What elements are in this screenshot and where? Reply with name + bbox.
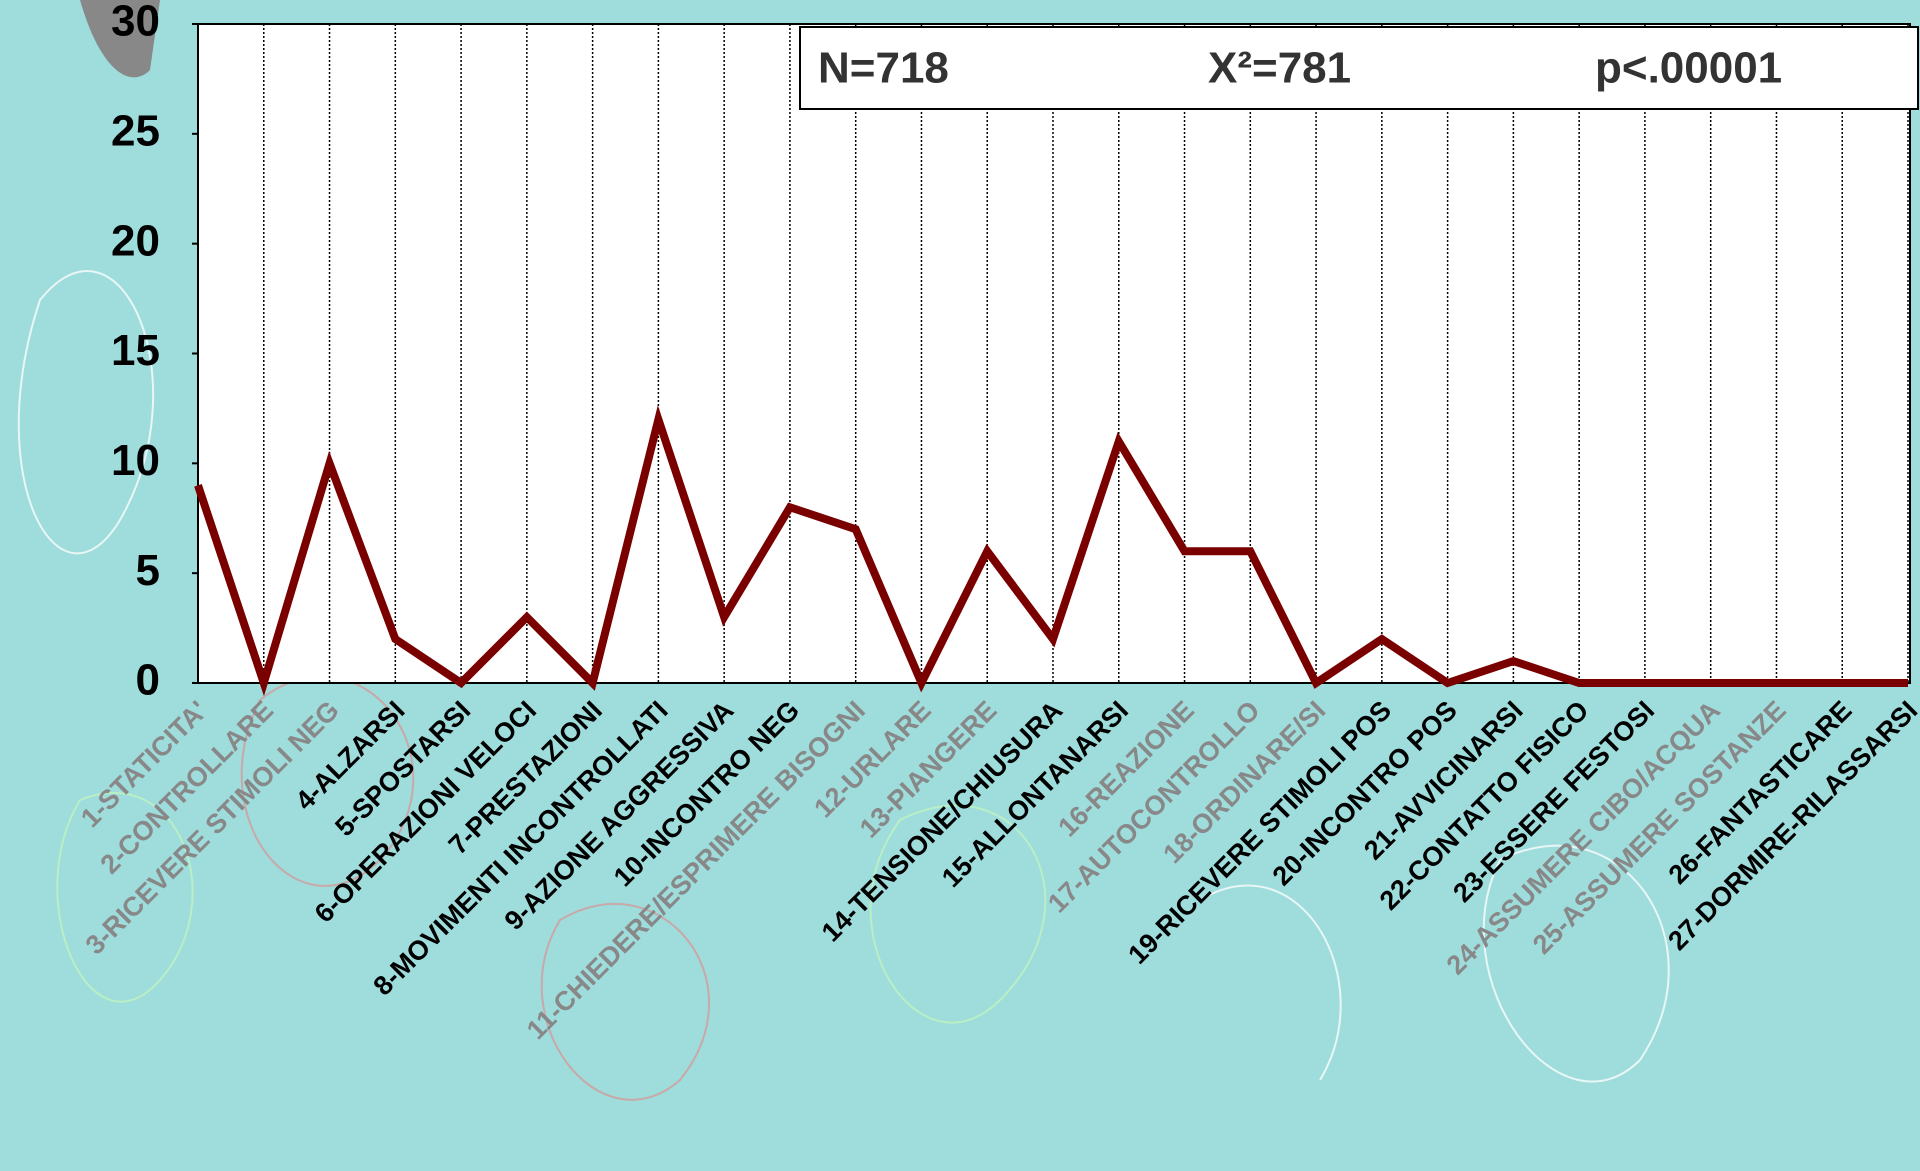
- decoration-blob: [80, 0, 160, 78]
- y-tick-label: 30: [111, 0, 160, 46]
- y-tick-label: 0: [136, 656, 160, 705]
- y-tick-label: 10: [111, 436, 160, 485]
- annotation: X²=781: [1208, 44, 1351, 93]
- data-line: [194, 405, 1908, 697]
- annotation: p<.00001: [1595, 44, 1782, 93]
- y-tick-label: 15: [111, 326, 160, 375]
- annotation: N=718: [818, 44, 949, 93]
- y-tick-label: 5: [136, 546, 160, 595]
- annotation-box: [799, 26, 1919, 110]
- y-tick-label: 25: [111, 106, 160, 155]
- plot-area: [197, 23, 1911, 684]
- y-tick-label: 20: [111, 216, 160, 265]
